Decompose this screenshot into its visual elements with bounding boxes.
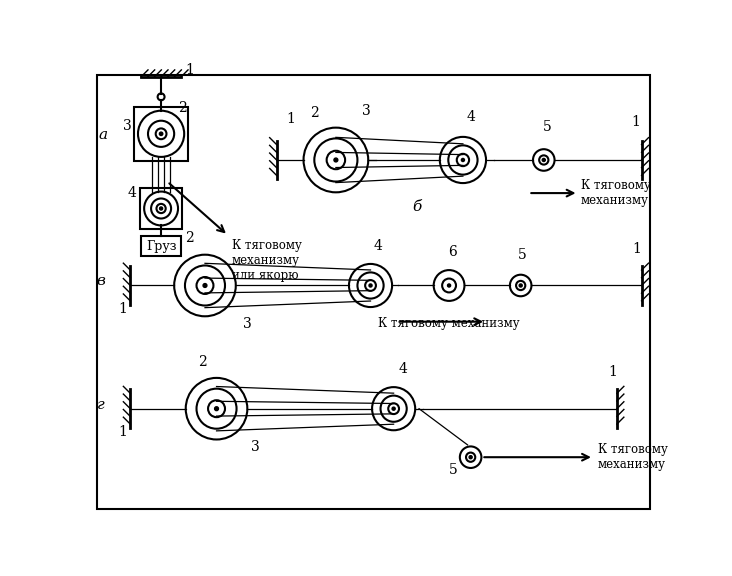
Text: г: г	[97, 397, 105, 412]
Text: 6: 6	[449, 245, 458, 259]
Text: К тяговому
механизму
или якорю: К тяговому механизму или якорю	[232, 239, 302, 282]
Text: 2: 2	[198, 355, 207, 369]
Text: 4: 4	[398, 362, 407, 376]
Text: 1: 1	[118, 302, 127, 316]
Circle shape	[160, 132, 163, 135]
Text: 1: 1	[632, 242, 641, 256]
Circle shape	[369, 284, 372, 287]
Text: К тяговому
механизму: К тяговому механизму	[580, 179, 651, 207]
Text: Груз: Груз	[146, 240, 176, 253]
Circle shape	[542, 158, 545, 161]
Text: 4: 4	[374, 239, 383, 253]
Text: 2: 2	[310, 106, 318, 120]
Circle shape	[447, 284, 451, 287]
Circle shape	[392, 407, 395, 410]
Text: 3: 3	[250, 440, 259, 454]
Circle shape	[461, 158, 465, 161]
Text: 2: 2	[185, 232, 194, 245]
Circle shape	[519, 284, 522, 287]
Circle shape	[203, 283, 207, 287]
Bar	[141, 188, 182, 229]
Text: 1: 1	[285, 112, 295, 126]
Text: в: в	[97, 275, 105, 289]
Text: б: б	[412, 200, 422, 214]
Text: 5: 5	[449, 463, 458, 477]
Circle shape	[334, 158, 337, 162]
Text: 1: 1	[631, 115, 640, 129]
Text: 1: 1	[186, 63, 195, 77]
Circle shape	[160, 207, 163, 210]
Text: К тяговому механизму: К тяговому механизму	[378, 317, 520, 329]
Text: а: а	[99, 128, 108, 142]
Text: 5: 5	[518, 248, 526, 262]
Circle shape	[469, 456, 472, 458]
Text: 4: 4	[127, 186, 136, 200]
Text: 2: 2	[178, 101, 187, 115]
Text: 3: 3	[362, 104, 371, 118]
Text: 5: 5	[543, 120, 552, 134]
Bar	[134, 107, 188, 161]
Text: 1: 1	[608, 365, 618, 380]
Text: 4: 4	[466, 111, 475, 124]
Bar	[141, 236, 181, 256]
Text: К тяговому
механизму: К тяговому механизму	[598, 443, 668, 471]
Circle shape	[214, 407, 218, 411]
Text: 3: 3	[123, 119, 132, 133]
Text: 1: 1	[118, 426, 127, 439]
Text: 3: 3	[243, 317, 252, 331]
